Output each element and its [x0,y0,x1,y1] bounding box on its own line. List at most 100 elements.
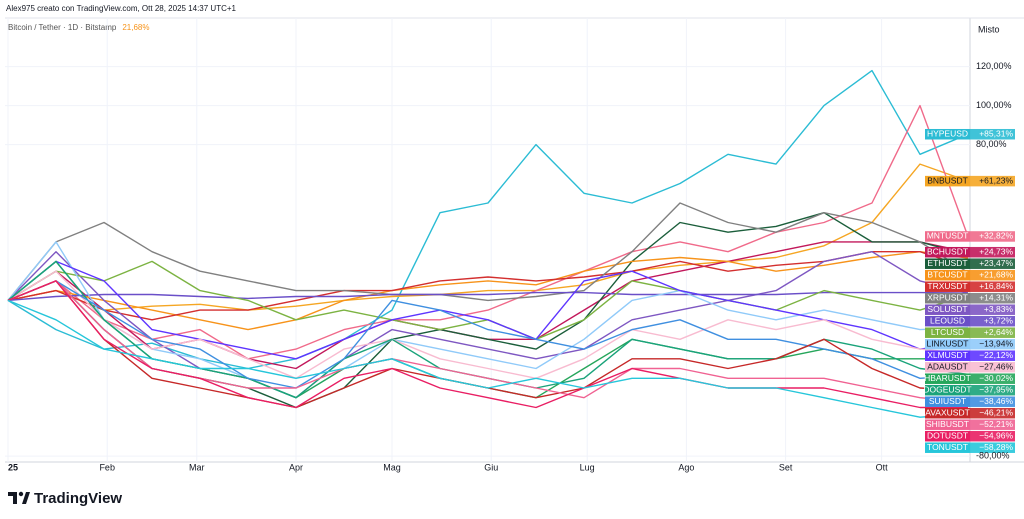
legend-label: XLMUSDT [927,350,968,360]
legend-label: LEOUSD [930,315,965,325]
series-line [7,291,969,302]
y-tick-label: 80,00% [976,139,1007,149]
x-tick-label: Apr [289,462,303,472]
label-box [925,442,970,453]
value-label: +85,31% [979,128,1013,138]
value-label: +21,68% [979,269,1013,279]
legend-label: SHIBUSDT [926,419,969,429]
x-tick-label: 25 [8,462,18,472]
label-box [970,338,1015,350]
y-tick-label: 100,00% [976,100,1012,110]
legend-label: TRXUSDT [927,281,967,291]
value-label: +32,82% [979,231,1013,241]
brand: TradingView [34,490,122,507]
series-line [7,270,969,379]
value-label: −54,96% [979,430,1013,440]
label-box [925,419,970,430]
label-box [970,281,1015,292]
label-box [925,338,970,350]
label-box [925,281,970,292]
label-box [925,258,970,269]
y-tick-label: -80,00% [976,451,1010,461]
legend-label: HBARUSDT [924,373,971,383]
x-tick-label: Set [779,462,793,472]
value-label: −30,02% [979,373,1013,383]
label-box [970,373,1015,384]
series-line [7,241,969,399]
value-label: −37,95% [979,384,1013,394]
x-tick-label: Ott [876,462,889,472]
value-label: +3,72% [984,315,1014,325]
x-tick-label: Mag [383,462,401,472]
legend-label: LTCUSD [931,327,964,337]
label-box [925,373,970,384]
value-label: +61,23% [979,175,1013,185]
value-label: −46,21% [979,407,1013,417]
last-value-labels: HYPEUSD +85,31% BNBUSDT +61,23% MNTUSDT +32,8… [923,128,1015,453]
series-line [7,280,969,409]
lines [7,69,969,418]
legend-label: DOGEUSDT [923,384,971,394]
value-label: −52,21% [979,419,1013,429]
grid [5,18,970,462]
value-label: +23,47% [979,258,1013,268]
y-tick-label: 120,00% [976,61,1012,71]
logo [8,491,30,504]
chart-title: Bitcoin / Tether · 1D · Bitstamp [8,23,117,32]
legend-label: ADAUSDT [927,361,968,371]
label-box [925,396,970,407]
series-line [7,104,969,360]
series-line [7,163,969,311]
label-box [925,430,970,442]
label-box [970,442,1015,453]
label-box [970,315,1015,327]
label-box [925,327,970,338]
series-line [7,251,969,399]
label-box [970,407,1015,419]
legend-label: AVAXUSDT [925,407,970,417]
label-box [970,175,1015,187]
label-box [970,430,1015,442]
value-label: −22,12% [979,350,1013,360]
x-tick-label: Giu [484,462,498,472]
label-box [925,175,970,187]
value-label: −38,46% [979,396,1013,406]
title-value: 21,68% [122,23,149,32]
value-label: +14,31% [979,292,1013,302]
label-box [970,246,1015,258]
label-box [970,327,1015,338]
label-box [925,128,970,140]
label-box [925,315,970,327]
legend-label: DOTUSDT [927,430,968,440]
label-box [925,407,970,419]
legend-label: BTCUSDT [927,269,967,279]
series-line [7,260,969,360]
legend-label: LINKUSDT [926,338,968,348]
label-box [925,292,970,304]
label-box [925,231,970,242]
value-label: −13,94% [979,338,1013,348]
x-tick-label: Feb [99,462,115,472]
label-box [925,361,970,373]
scale-mode: Misto [978,24,1000,34]
label-box [970,292,1015,304]
label-box [970,304,1015,315]
legend-label: ETHUSDT [927,258,967,268]
x-tick-label: Mar [189,462,205,472]
legend-label: SUIUSDT [929,396,966,406]
label-box [970,269,1015,281]
legend-label: XRPUSDT [927,292,968,302]
value-label: −27,46% [979,361,1013,371]
label-box [970,231,1015,242]
label-box [970,419,1015,430]
label-box [970,128,1015,140]
label-box [925,269,970,281]
label-box [925,350,970,361]
legend-label: HYPEUSD [927,128,968,138]
value-label: −58,28% [979,442,1013,452]
value-label: +16,84% [979,281,1013,291]
label-box [925,304,970,315]
series-line [7,251,969,321]
